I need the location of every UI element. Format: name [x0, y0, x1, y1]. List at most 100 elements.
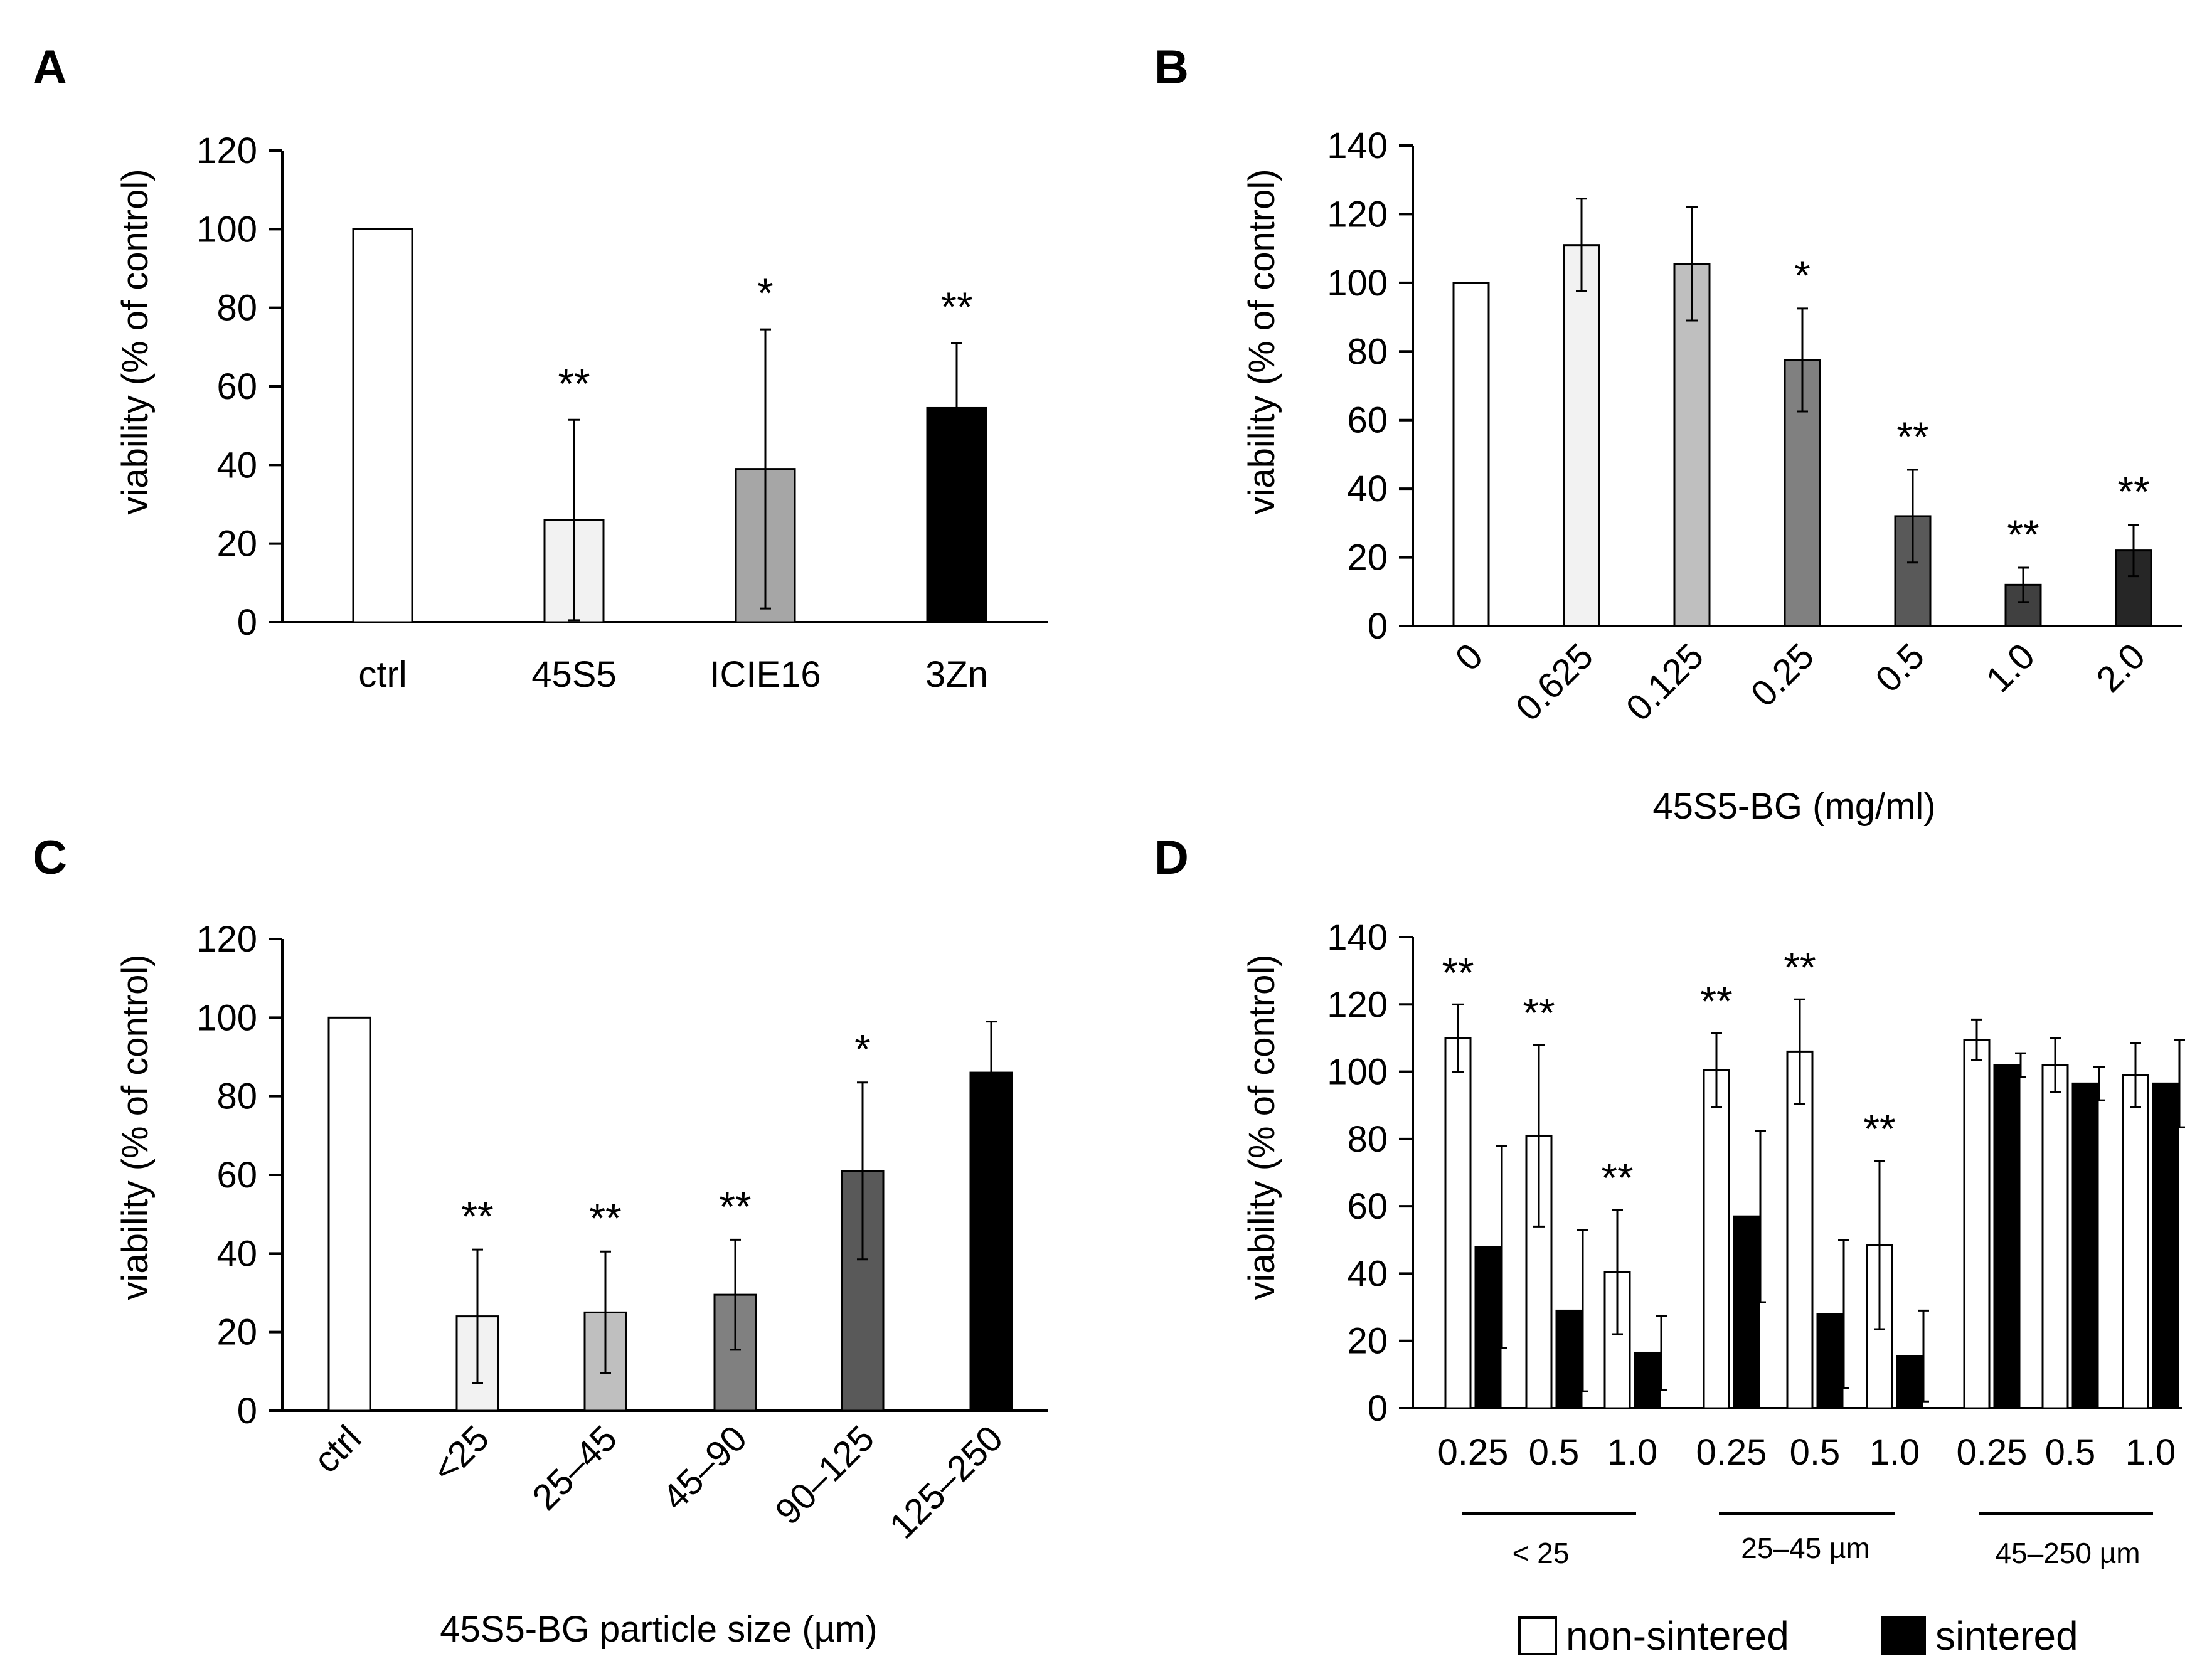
panel-b-x-tick-label: 1.0: [1978, 635, 2043, 700]
panel-d-group-label-3: 45–250 µm: [1995, 1537, 2140, 1569]
panel-c-x-tick-label: 25–45: [524, 1418, 625, 1518]
legend-non-sintered-label: non-sintered: [1566, 1613, 1789, 1658]
panel-d-y-tick-label: 0: [1368, 1388, 1388, 1429]
panel-d-y-axis-label: viability (% of control): [1242, 954, 1282, 1300]
panel-letter-a: A: [33, 41, 67, 94]
panel-d-bar-non-sintered: [2122, 1074, 2149, 1409]
panel-c-significance-label: *: [854, 1026, 871, 1073]
panel-c-y-tick-label: 0: [237, 1391, 257, 1431]
panel-d-y-tick-label: 40: [1347, 1253, 1388, 1294]
panel-d-significance-label: **: [1442, 949, 1474, 995]
panel-a-y-tick-label: 120: [196, 130, 257, 171]
panel-c-bar: [327, 1016, 371, 1412]
panel-d-bar-sintered: [1474, 1246, 1502, 1409]
panel-d-group-label-2: 25–45 µm: [1741, 1532, 1870, 1564]
panel-d-significance-label: **: [1523, 990, 1555, 1036]
panel-d-group-label-1: < 25: [1513, 1537, 1570, 1569]
panel-b-y-tick-label: 40: [1347, 469, 1388, 509]
panel-d-bar-non-sintered: [1786, 1050, 1814, 1409]
panel-d-bar-sintered: [1993, 1064, 2021, 1409]
panel-d-bar-non-sintered: [1525, 1134, 1553, 1409]
legend-non-sintered-swatch: [1518, 1616, 1557, 1655]
panel-b-significance-label: **: [2117, 469, 2149, 515]
panel-a-significance-label: *: [757, 270, 774, 316]
panel-c-significance-label: **: [461, 1193, 493, 1239]
panel-b-y-tick-label: 120: [1327, 194, 1388, 235]
panel-d-x-tick-label: 0.25: [1696, 1432, 1767, 1473]
panel-a-x-tick-label: ICIE16: [710, 654, 821, 695]
panel-a-y-axis-label: viability (% of control): [115, 169, 156, 514]
panel-d-x-tick-label: 1.0: [1607, 1432, 1658, 1473]
panel-a-y-tick-label: 80: [216, 288, 257, 329]
panel-d-significance-label: **: [1863, 1106, 1895, 1152]
panel-b-y-tick-label: 140: [1327, 125, 1388, 166]
panel-b-x-tick-label: 0.625: [1508, 635, 1602, 729]
panel-b-significance-label: *: [1794, 252, 1811, 299]
panel-b-y-tick-label: 80: [1347, 331, 1388, 372]
panel-b-x-tick-label: 0.25: [1743, 635, 1822, 714]
panel-c-x-axis-label: 45S5-BG particle size (µm): [440, 1609, 877, 1650]
panel-c-x-tick-label: 90–125: [767, 1418, 882, 1532]
panel-d-y-tick-label: 120: [1327, 984, 1388, 1025]
panel-d-y-tick-label: 60: [1347, 1186, 1388, 1227]
panel-b-y-tick-label: 20: [1347, 538, 1388, 578]
panel-b-x-tick-label: 0.5: [1868, 635, 1932, 700]
panel-d-y-tick-label: 20: [1347, 1321, 1388, 1362]
panel-b-y-tick-label: 60: [1347, 400, 1388, 441]
panel-d-x-tick-label: 0.5: [1790, 1432, 1841, 1473]
panel-a-x-tick-label: 3Zn: [925, 654, 988, 695]
panel-letter-b: B: [1154, 41, 1189, 94]
panel-c-bar: [969, 1071, 1013, 1412]
panel-letter-d: D: [1154, 831, 1189, 884]
panel-b-x-tick-label: 2.0: [2088, 635, 2153, 700]
panel-d-bar-sintered: [1733, 1215, 1760, 1409]
panel-b-bar: [1563, 244, 1600, 627]
panel-a-chart: 0 20 40 60 80 100 120 ctrl ** 45S5 * ICIE16 ** 3Zn: [196, 130, 1048, 695]
panel-d-x-tick-label: 1.0: [2125, 1432, 2176, 1473]
panel-c-y-tick-label: 60: [216, 1155, 257, 1196]
panel-a-significance-label: **: [940, 284, 972, 330]
panel-d-bar-non-sintered: [2041, 1064, 2069, 1409]
panel-a-y-tick-label: 40: [216, 445, 257, 485]
panel-d-bar-sintered: [1555, 1309, 1583, 1409]
panel-b-bar: [1452, 282, 1490, 627]
panel-d-bar-sintered: [1816, 1313, 1844, 1409]
panel-d-y-tick-label: 140: [1327, 917, 1388, 958]
panel-d-significance-label: **: [1700, 978, 1732, 1024]
panel-a-significance-label: **: [558, 360, 590, 406]
panel-d-x-tick-label: 0.5: [1529, 1432, 1580, 1473]
panel-b-x-axis-label: 45S5-BG (mg/ml): [1652, 786, 1935, 827]
panel-d-significance-label: **: [1601, 1155, 1633, 1201]
panel-d-bar-non-sintered: [1444, 1037, 1472, 1409]
panel-c-y-tick-label: 40: [216, 1233, 257, 1274]
panel-b-x-tick-label: 0: [1447, 635, 1491, 679]
panel-c-y-tick-label: 120: [196, 919, 257, 960]
panel-d-x-tick-label: 0.25: [1438, 1432, 1509, 1473]
panel-b-significance-label: **: [2007, 511, 2039, 558]
panel-c-y-tick-label: 20: [216, 1312, 257, 1353]
panel-d-y-tick-label: 80: [1347, 1119, 1388, 1160]
panel-d-x-tick-label: 1.0: [1869, 1432, 1920, 1473]
panel-c-x-tick-label: ctrl: [306, 1418, 370, 1481]
panel-d-bar-non-sintered: [1703, 1069, 1730, 1409]
panel-b-y-tick-label: 100: [1327, 263, 1388, 304]
panel-c-x-tick-label: 45–90: [654, 1418, 755, 1518]
panel-c-y-tick-label: 100: [196, 997, 257, 1038]
panel-a-y-tick-label: 100: [196, 209, 257, 250]
panel-d-y-tick-label: 100: [1327, 1052, 1388, 1093]
panel-c-significance-label: **: [589, 1195, 621, 1241]
panel-d-bar-sintered: [1896, 1355, 1923, 1409]
panel-d-bar-sintered: [2152, 1082, 2179, 1409]
panel-a-bar: [352, 228, 413, 623]
panel-d-chart: 0 20 40 60 80 100 120 140 ** 0.25 ** 0.5 ** 1.0 ** 0.25…: [1327, 917, 2185, 1473]
panel-d-bar-sintered: [2071, 1082, 2099, 1409]
panel-b-y-axis-label: viability (% of control): [1242, 169, 1282, 514]
panel-a-y-tick-label: 0: [237, 602, 257, 643]
panel-b-significance-label: **: [1896, 413, 1928, 460]
panel-c-y-axis-label: viability (% of control): [115, 954, 156, 1300]
panel-c-y-tick-label: 80: [216, 1076, 257, 1117]
panel-letter-c: C: [33, 831, 67, 884]
panel-b-chart: 0 20 40 60 80 100 120 140 0 0.625 0.125 * 0.25 ** 0.5 *…: [1327, 125, 2182, 729]
panel-c-x-tick-label: <25: [425, 1418, 497, 1490]
